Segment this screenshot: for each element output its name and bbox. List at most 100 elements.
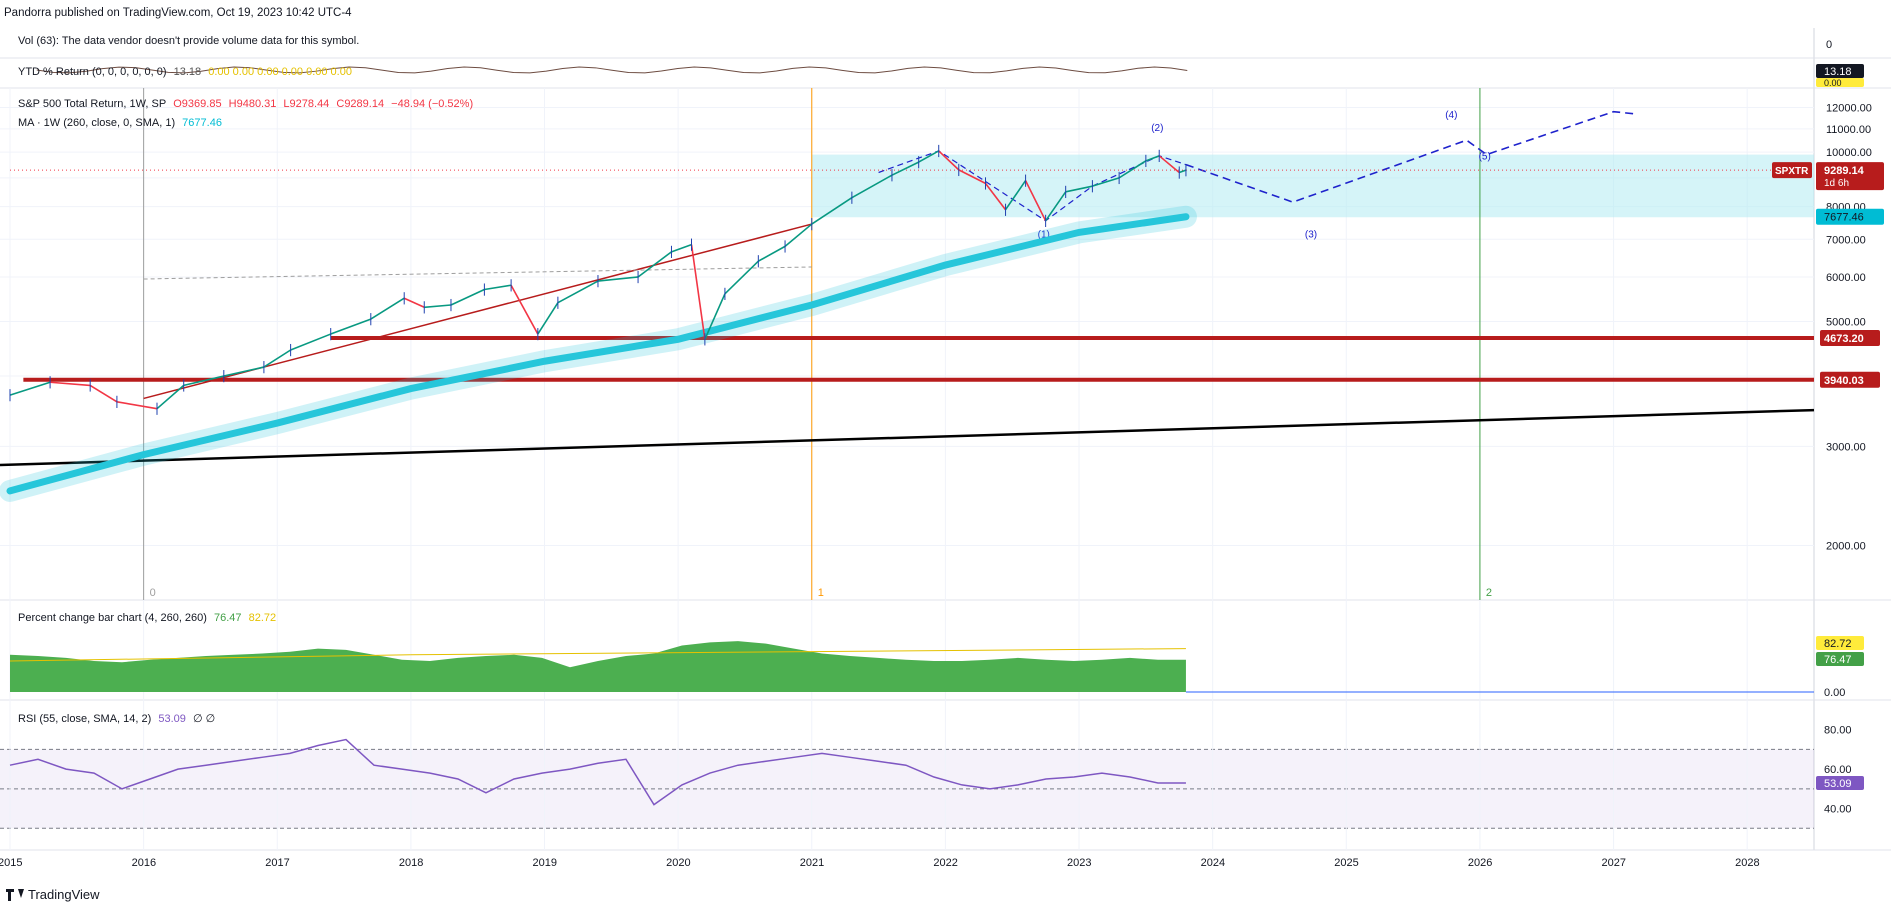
- vertical-marker-label: 2: [1486, 587, 1492, 599]
- price-segment: [1158, 155, 1180, 174]
- ytd-badge: 13.18: [1824, 66, 1852, 78]
- projection-path: [1185, 110, 1634, 203]
- wave-label: (1): [1038, 230, 1050, 241]
- level-badge: 4673.20: [1824, 333, 1864, 345]
- ytd-value: 13.18: [173, 66, 202, 78]
- wave-label: (4): [1445, 110, 1457, 121]
- price-segment: [116, 401, 158, 410]
- ma-legend[interactable]: MA · 1W (260, close, 0, SMA, 1) 7677.46: [18, 117, 226, 129]
- wave-pattern: [878, 150, 1187, 222]
- pct-signal-a: [9, 654, 411, 662]
- price-segment: [263, 349, 292, 368]
- price-segment: [450, 288, 485, 306]
- price-segment: [811, 196, 853, 225]
- vertical-marker-label: 1: [818, 587, 824, 599]
- price-segment: [784, 223, 813, 247]
- y-tick-label: 5000.00: [1826, 317, 1866, 329]
- last-price-value: 9289.14: [1824, 165, 1865, 177]
- panes-background: [0, 28, 1891, 851]
- x-tick-label: 2024: [1201, 857, 1225, 869]
- ytd-sparkline: [36, 66, 1188, 74]
- long-term-trendline: [0, 408, 1815, 467]
- price-segment: [851, 174, 893, 199]
- rsi-legend[interactable]: RSI (55, close, SMA, 14, 2) 53.09 ∅ ∅: [18, 712, 219, 725]
- pct-badge-bottom-bg: [1816, 652, 1864, 666]
- x-tick-label: 2026: [1468, 857, 1492, 869]
- pct-axis-zero: 0.00: [1824, 687, 1845, 699]
- price-segment: [984, 182, 1007, 211]
- x-tick-label: 2022: [933, 857, 957, 869]
- x-tick-label: 2015: [0, 857, 22, 869]
- rsi-tick: 60.00: [1824, 764, 1852, 776]
- ohlc-change: −48.94 (−0.52%): [391, 98, 474, 110]
- price-segment: [50, 381, 91, 387]
- price-segment: [671, 243, 692, 253]
- price-segment: [156, 384, 185, 410]
- y-tick-label: 2000.00: [1826, 540, 1866, 552]
- level-badge: 3940.03: [1824, 375, 1864, 387]
- y-tick-label: 10000.00: [1826, 147, 1872, 159]
- drawings: 0 1 2 (1) (2) (3) (4) (5): [0, 88, 1815, 600]
- x-tick-label: 2020: [666, 857, 690, 869]
- target-zone: [811, 154, 1814, 218]
- x-tick-label: 2025: [1334, 857, 1358, 869]
- y-tick-label: 7000.00: [1826, 234, 1866, 246]
- rsi-badge: 53.09: [1824, 778, 1852, 790]
- rsi-line: [9, 738, 1186, 806]
- pct-value-2: 82.72: [248, 612, 277, 624]
- ma-badge: 7677.46: [1824, 212, 1864, 224]
- price-segment: [183, 375, 224, 387]
- price-segment: [1004, 180, 1027, 211]
- price-axis: 2000.003000.004000.005000.006000.007000.…: [0, 39, 1884, 869]
- ohlc-high: H9480.31: [228, 98, 277, 110]
- price-segment: [89, 384, 118, 403]
- price-segment: [704, 293, 726, 340]
- price-segment: [290, 333, 332, 351]
- rsi-label: RSI (55, close, SMA, 14, 2): [18, 713, 152, 725]
- series: [0, 66, 1814, 806]
- price-segment: [403, 297, 425, 309]
- pct-area: [10, 641, 1186, 692]
- footer-brand[interactable]: TradingView: [6, 887, 100, 902]
- price-segment: [757, 245, 786, 262]
- price-segment: [724, 260, 759, 295]
- ma-badge-bg: [1816, 208, 1884, 225]
- rsi-tick: 80.00: [1824, 725, 1852, 737]
- pct-badge-top-bg: [1816, 636, 1864, 650]
- pct-badge-top: 82.72: [1824, 638, 1852, 650]
- price-segment: [484, 284, 512, 291]
- ma-label: MA · 1W (260, close, 0, SMA, 1): [18, 117, 176, 129]
- publish-info: Pandorra published on TradingView.com, O…: [4, 7, 352, 19]
- footer-brand-text: TradingView: [28, 887, 100, 902]
- level-badge-bg: [1820, 371, 1880, 388]
- rsi-tick: 40.00: [1824, 804, 1852, 816]
- price-segment: [223, 366, 265, 377]
- ohlc-low: L9278.44: [283, 98, 330, 110]
- rsi-badge-bg: [1816, 775, 1864, 790]
- rsi-extra: ∅ ∅: [192, 713, 216, 725]
- y-tick-label: 11000.00: [1826, 124, 1871, 136]
- wave-label: (5): [1479, 152, 1491, 163]
- pct-badge-bottom: 76.47: [1824, 654, 1852, 666]
- symbol-tag: SPXTR: [1775, 166, 1809, 177]
- ohlc-close: C9289.14: [336, 98, 385, 110]
- price-segment: [1178, 169, 1187, 174]
- ma-line: [6, 213, 1190, 495]
- tradingview-logo-icon: [6, 888, 24, 901]
- symbol-legend[interactable]: S&P 500 Total Return, 1W, SP O9369.85 H9…: [18, 98, 477, 110]
- ytd-zeros: 0.00 0.00 0.00 0.00 0.00 0.00: [208, 66, 352, 78]
- price-segment: [537, 302, 559, 335]
- pct-legend[interactable]: Percent change bar chart (4, 260, 260) 7…: [18, 612, 280, 624]
- price-segment: [1044, 191, 1067, 222]
- pct-signal-b: [410, 648, 1186, 656]
- price-segment: [637, 251, 672, 278]
- x-tick-label: 2021: [800, 857, 824, 869]
- ytd-legend[interactable]: YTD % Return (0, 0, 0, 0, 0, 0) 13.18 0.…: [18, 66, 356, 78]
- symbol-title: S&P 500 Total Return, 1W, SP: [18, 98, 167, 110]
- pct-value-1: 76.47: [214, 612, 242, 624]
- x-tick-label: 2023: [1067, 857, 1091, 869]
- y-tick-label: 12000.00: [1826, 103, 1872, 115]
- ytd-label: YTD % Return (0, 0, 0, 0, 0, 0): [18, 66, 167, 78]
- price-segment: [330, 318, 372, 335]
